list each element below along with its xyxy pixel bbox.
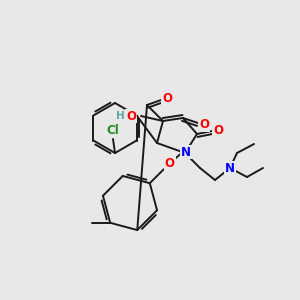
Text: N: N	[181, 146, 191, 158]
Text: O: O	[162, 92, 172, 106]
Text: H: H	[116, 111, 124, 121]
Text: O: O	[165, 157, 175, 170]
Text: O: O	[126, 110, 136, 122]
Text: Cl: Cl	[106, 124, 119, 137]
Text: O: O	[199, 118, 209, 131]
Text: N: N	[225, 161, 235, 175]
Text: O: O	[213, 124, 223, 136]
